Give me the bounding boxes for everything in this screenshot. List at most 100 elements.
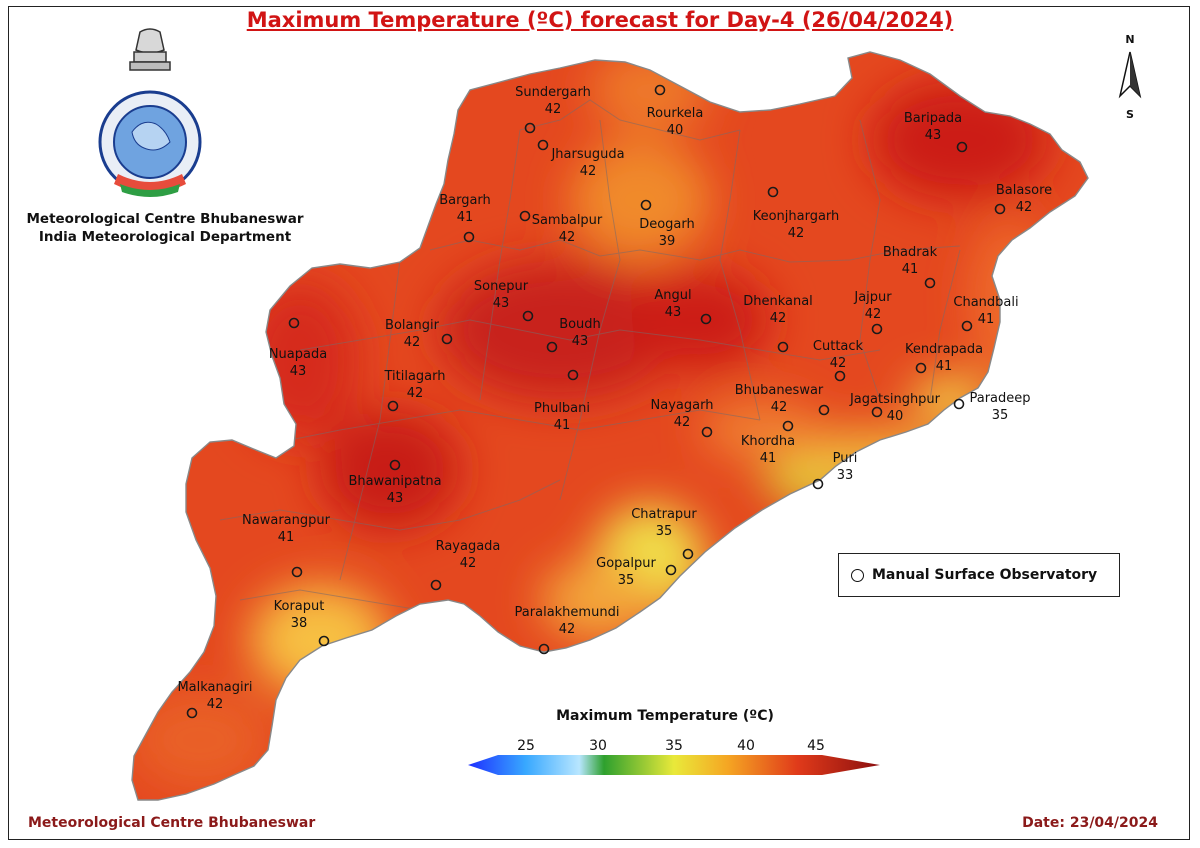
footer-date: Date: 23/04/2024 [1022, 815, 1158, 831]
compass-north: N [1125, 33, 1134, 46]
station-sonepur: Sonepur 43 [474, 279, 534, 322]
station-phulbani: Phulbani 41 [534, 369, 590, 433]
station-marker-icon [953, 398, 965, 410]
station-marker-icon [834, 370, 846, 382]
station-nuapada: Nuapada 43 [269, 317, 327, 379]
station-jagatsinghpur: Jagatsinghpur 40 [849, 392, 941, 424]
station-name: Keonjhargarh [753, 209, 840, 224]
compass-south: S [1126, 108, 1134, 121]
station-bargarh: Bargarh 41 [439, 193, 491, 243]
station-marker-icon [871, 406, 883, 418]
station-bolangir: Bolangir 42 [385, 318, 453, 350]
station-marker-icon [682, 548, 694, 560]
station-marker-icon [522, 310, 534, 322]
station-paralakhemundi: Paralakhemundi 42 [515, 605, 619, 655]
station-marker-icon [818, 404, 830, 416]
station-bhadrak: Bhadrak 41 [883, 245, 938, 289]
station-name: Gopalpur [596, 556, 656, 571]
station-marker-icon [430, 579, 442, 591]
colorbar-tick-label: 25 [517, 738, 535, 754]
station-name: Nawarangpur [242, 513, 331, 528]
station-name: Dhenkanal [743, 294, 813, 309]
station-temperature: 42 [770, 311, 787, 326]
station-temperature: 39 [659, 234, 676, 249]
station-chatrapur: Chatrapur 35 [631, 507, 697, 560]
station-marker-icon [640, 199, 652, 211]
station-malkanagiri: Malkanagiri 42 [177, 680, 253, 719]
station-jajpur: Jajpur 42 [853, 290, 892, 335]
station-name: Angul [654, 288, 691, 303]
station-temperature: 42 [580, 164, 597, 179]
station-temperature: 43 [925, 128, 942, 143]
station-name: Cuttack [813, 339, 864, 354]
north-arrow-icon: N S [1118, 33, 1142, 121]
colorbar-gradient [468, 755, 880, 775]
station-nayagarh: Nayagarh 42 [651, 398, 714, 438]
station-temperature: 42 [865, 307, 882, 322]
station-temperature: 33 [837, 468, 854, 483]
station-name: Chandbali [953, 295, 1018, 310]
station-name: Deogarh [639, 217, 695, 232]
station-name: Nuapada [269, 347, 327, 362]
station-temperature: 41 [936, 359, 953, 374]
station-temperature: 41 [902, 262, 919, 277]
station-marker-icon [441, 333, 453, 345]
footer-organization: Meteorological Centre Bhubaneswar [28, 815, 316, 831]
station-marker-icon [871, 323, 883, 335]
station-sambalpur: Sambalpur 42 [519, 210, 603, 245]
station-marker-icon [288, 317, 300, 329]
station-puri: Puri 33 [812, 451, 857, 490]
station-temperature: 41 [978, 312, 995, 327]
station-marker-icon [701, 426, 713, 438]
station-cuttack: Cuttack 42 [813, 339, 864, 382]
station-marker-icon [567, 369, 579, 381]
station-temperature: 42 [674, 415, 691, 430]
station-khordha: Khordha 41 [741, 420, 795, 466]
legend-box: Manual Surface Observatory [838, 553, 1120, 597]
station-temperature: 42 [559, 622, 576, 637]
station-name: Boudh [559, 317, 601, 332]
station-marker-icon [538, 643, 550, 655]
station-baripada: Baripada 43 [904, 111, 968, 153]
station-jharsuguda: Jharsuguda 42 [537, 139, 625, 179]
station-marker-icon [519, 210, 531, 222]
station-marker-icon [387, 400, 399, 412]
station-temperature: 42 [545, 102, 562, 117]
station-keonjhargarh: Keonjhargarh 42 [753, 186, 840, 241]
station-balasore: Balasore 42 [994, 183, 1052, 215]
colorbar-ticks: 25 30 35 40 45 [517, 738, 825, 754]
station-name: Baripada [904, 111, 962, 126]
station-name: Koraput [274, 599, 325, 614]
station-temperature: 42 [1016, 200, 1033, 215]
station-chandbali: Chandbali 41 [953, 295, 1019, 332]
station-bhubaneswar: Bhubaneswar 42 [735, 383, 830, 416]
station-marker-icon [782, 420, 794, 432]
station-temperature: 42 [830, 356, 847, 371]
station-temperature: 35 [992, 408, 1009, 423]
station-temperature: 42 [207, 697, 224, 712]
station-temperature: 43 [665, 305, 682, 320]
station-marker-icon [654, 84, 666, 96]
station-temperature: 43 [493, 296, 510, 311]
temperature-colorbar: 25 30 35 40 45 [468, 738, 880, 775]
station-deogarh: Deogarh 39 [639, 199, 695, 249]
station-gopalpur: Gopalpur 35 [596, 556, 677, 588]
station-marker-icon [915, 362, 927, 374]
department-name: India Meteorological Department [38, 229, 292, 245]
station-name: Balasore [996, 183, 1052, 198]
station-name: Khordha [741, 434, 795, 449]
station-name: Paradeep [969, 391, 1030, 406]
station-marker-icon [524, 122, 536, 134]
station-name: Malkanagiri [177, 680, 252, 695]
station-name: Bolangir [385, 318, 440, 333]
station-name: Nayagarh [651, 398, 714, 413]
district-boundaries [219, 99, 961, 611]
station-name: Rourkela [647, 106, 704, 121]
station-boudh: Boudh 43 [546, 317, 601, 353]
station-marker-icon [767, 186, 779, 198]
station-temperature: 42 [788, 226, 805, 241]
imd-emblem-icon [98, 28, 202, 197]
station-name: Titilagarh [383, 369, 445, 384]
station-marker-icon [924, 277, 936, 289]
